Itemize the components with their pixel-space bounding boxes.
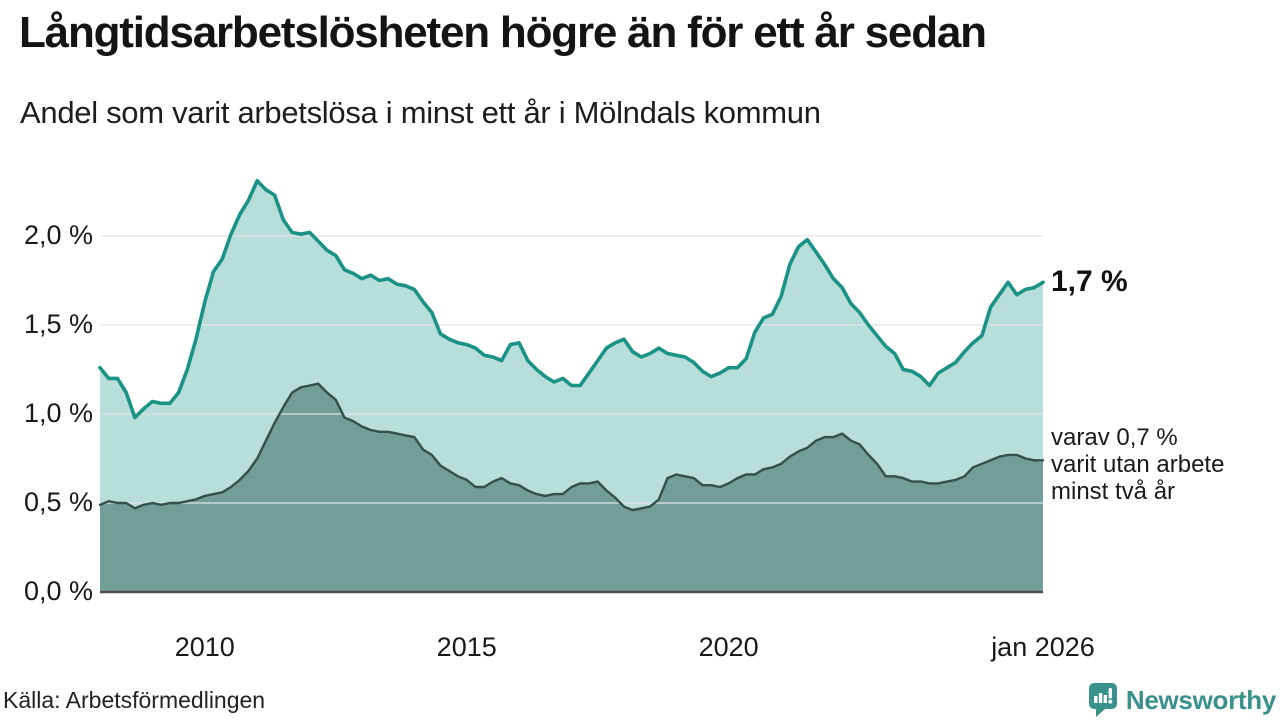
source-credit: Källa: Arbetsförmedlingen xyxy=(3,687,266,713)
y-tick-label: 0,5 % xyxy=(23,487,93,517)
two-year-annotation: varav 0,7 % varit utan arbete minst två … xyxy=(1051,424,1224,505)
two-year-annotation-line1: varav 0,7 % xyxy=(1051,424,1178,451)
x-tick-label: jan 2026 xyxy=(991,632,1095,662)
newsworthy-bubble-chart-icon xyxy=(1088,683,1117,717)
x-tick-label: 2020 xyxy=(698,632,759,662)
chart-subtitle: Andel som varit arbetslösa i minst ett å… xyxy=(20,95,821,130)
total-line xyxy=(98,179,1045,420)
newsworthy-logo: Newsworthy xyxy=(1088,683,1276,717)
page-title: Långtidsarbetslösheten högre än för ett … xyxy=(19,8,987,57)
y-tick-label: 1,0 % xyxy=(23,398,93,428)
y-tick-label: 1,5 % xyxy=(23,309,93,339)
latest-value-label: 1,7 % xyxy=(1051,265,1128,298)
x-tick-label: 2010 xyxy=(174,632,235,662)
y-tick-label: 2,0 % xyxy=(23,220,93,250)
two-year-line xyxy=(98,382,1045,512)
two-year-annotation-line3: minst två år xyxy=(1051,478,1176,505)
x-tick-label: 2015 xyxy=(436,632,497,662)
two-year-annotation-line2: varit utan arbete xyxy=(1051,451,1225,478)
y-tick-label: 0,0 % xyxy=(23,576,93,606)
newsworthy-logo-text: Newsworthy xyxy=(1125,684,1276,715)
